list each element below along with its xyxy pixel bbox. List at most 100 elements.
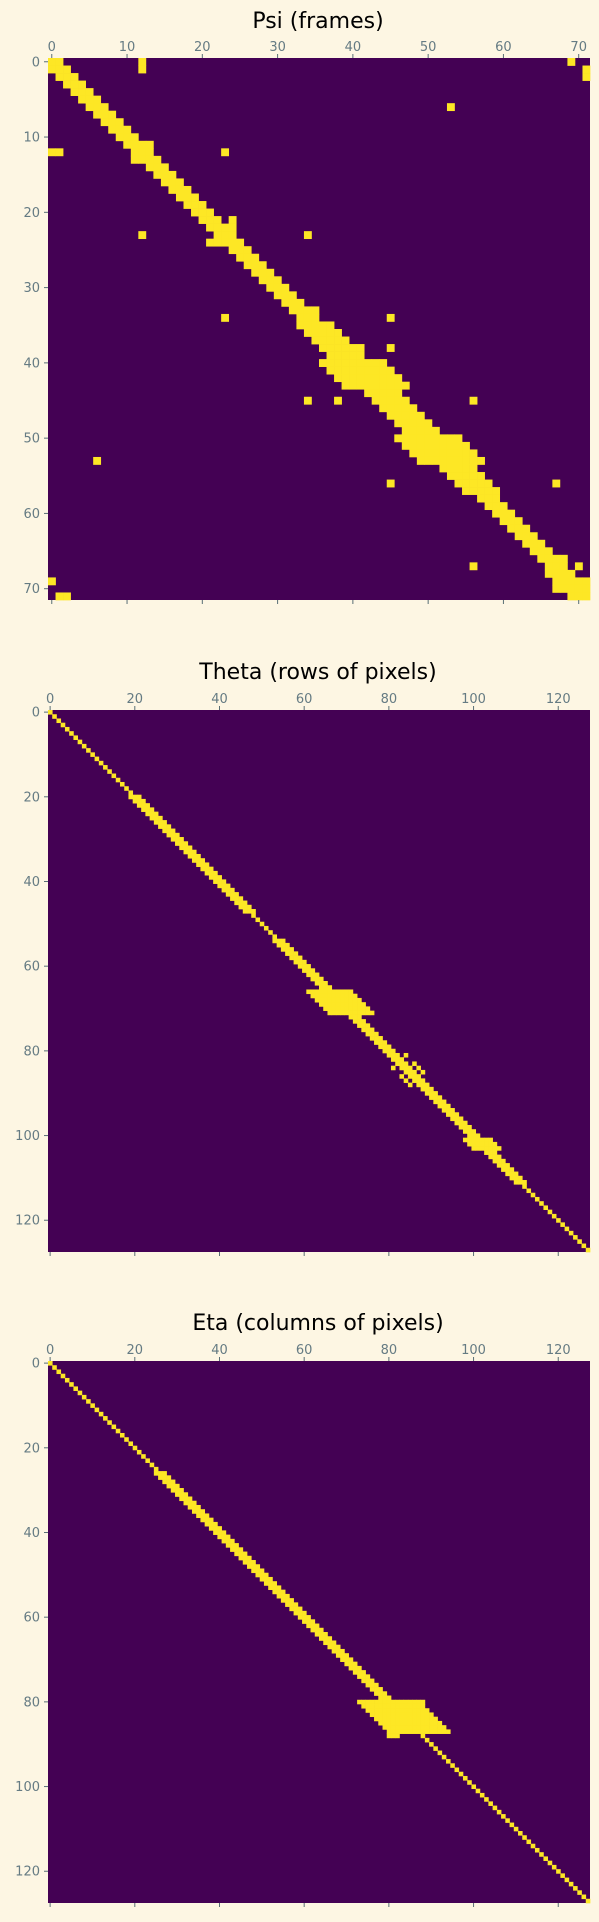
theta-nonzero-cell <box>149 811 155 817</box>
eta-nonzero-cell <box>390 1699 396 1705</box>
theta-nonzero-cell <box>263 925 269 931</box>
psi-nonzero-cell <box>78 95 86 104</box>
psi-nonzero-cell <box>115 133 124 142</box>
eta-nonzero-cell <box>382 1725 388 1730</box>
psi-nonzero-cell <box>379 389 388 398</box>
psi-nonzero-cell <box>183 185 192 194</box>
psi-nonzero-cell <box>394 396 403 405</box>
theta-nonzero-cell <box>200 862 206 868</box>
psi-x-tick-label: 40 <box>345 40 362 55</box>
psi-nonzero-cell <box>559 584 568 593</box>
theta-nonzero-cell <box>429 1086 434 1092</box>
eta-nonzero-cell <box>149 1462 155 1468</box>
psi-nonzero-cell <box>303 396 312 405</box>
psi-nonzero-cell <box>108 125 117 134</box>
psi-x-tick-label: 70 <box>570 40 587 55</box>
eta-nonzero-cell <box>124 1437 129 1442</box>
eta-nonzero-cell <box>323 1632 328 1637</box>
psi-nonzero-cell <box>379 359 388 367</box>
theta-nonzero-cell <box>420 1086 426 1092</box>
theta-nonzero-cell <box>496 1154 502 1160</box>
theta-nonzero-cell <box>454 1116 460 1122</box>
eta-nonzero-cell <box>158 1471 163 1476</box>
theta-nonzero-cell <box>98 760 104 766</box>
psi-nonzero-cell <box>529 532 538 541</box>
theta-nonzero-cell <box>475 1146 481 1151</box>
theta-nonzero-cell <box>323 981 328 986</box>
eta-nonzero-cell <box>530 1843 536 1849</box>
eta-y-tick-label: 40 <box>23 1526 40 1541</box>
psi-nonzero-cell <box>386 366 395 375</box>
theta-nonzero-cell <box>166 832 172 838</box>
psi-nonzero-cell <box>138 58 147 66</box>
theta-nonzero-cell <box>319 997 324 1003</box>
theta-nonzero-cell <box>128 790 134 796</box>
eta-nonzero-cell <box>255 1564 261 1569</box>
theta-nonzero-cell <box>357 1002 362 1007</box>
theta-nonzero-cell <box>496 1158 502 1164</box>
psi-nonzero-cell <box>356 351 365 360</box>
theta-nonzero-cell <box>335 1006 341 1011</box>
theta-nonzero-cell <box>344 1010 349 1016</box>
eta-x-tick-label: 0 <box>46 1343 54 1358</box>
psi-nonzero-cell <box>454 479 463 488</box>
eta-nonzero-cell <box>238 1551 244 1557</box>
eta-nonzero-cell <box>196 1504 201 1510</box>
theta-nonzero-cell <box>467 1124 472 1130</box>
psi-nonzero-cell <box>454 441 463 450</box>
eta-nonzero-cell <box>357 1670 362 1675</box>
psi-nonzero-cell <box>349 359 357 367</box>
eta-nonzero-cell <box>390 1703 396 1709</box>
theta-nonzero-cell <box>238 900 244 906</box>
eta-nonzero-cell <box>395 1720 400 1726</box>
eta-nonzero-cell <box>479 1792 485 1798</box>
eta-nonzero-cell <box>314 1623 320 1629</box>
theta-nonzero-cell <box>225 887 231 893</box>
theta-nonzero-cell <box>344 997 349 1003</box>
theta-nonzero-cell <box>365 1006 371 1011</box>
psi-nonzero-cell <box>258 268 267 277</box>
psi-nonzero-cell <box>70 88 79 96</box>
eta-nonzero-cell <box>403 1699 409 1705</box>
eta-nonzero-cell <box>357 1699 362 1705</box>
eta-nonzero-cell <box>378 1720 383 1726</box>
eta-nonzero-cell <box>187 1500 193 1506</box>
eta-nonzero-cell <box>314 1632 320 1637</box>
psi-nonzero-cell <box>303 329 312 337</box>
theta-nonzero-cell <box>382 1048 388 1054</box>
eta-nonzero-cell <box>412 1720 417 1726</box>
theta-nonzero-cell <box>94 756 100 762</box>
theta-nonzero-cell <box>441 1108 447 1113</box>
theta-nonzero-cell <box>424 1082 430 1088</box>
theta-nonzero-cell <box>467 1133 472 1139</box>
theta-nonzero-cell <box>179 845 184 851</box>
eta-nonzero-cell <box>242 1560 248 1565</box>
psi-nonzero-cell <box>236 238 245 247</box>
theta-nonzero-cell <box>64 726 70 732</box>
psi-nonzero-cell <box>477 456 485 465</box>
eta-nonzero-cell <box>263 1572 269 1578</box>
psi-nonzero-cell <box>273 276 282 285</box>
psi-nonzero-cell <box>78 80 86 89</box>
eta-nonzero-cell <box>399 1716 405 1722</box>
theta-nonzero-cell <box>170 832 176 838</box>
eta-x-tick-label: 120 <box>546 1343 571 1358</box>
psi-nonzero-cell <box>469 562 478 571</box>
psi-nonzero-cell <box>100 110 109 119</box>
theta-nonzero-cell <box>458 1116 464 1122</box>
eta-nonzero-cell <box>386 1716 392 1722</box>
psi-nonzero-cell <box>544 569 553 578</box>
eta-nonzero-cell <box>179 1496 184 1502</box>
psi-nonzero-cell <box>446 456 455 465</box>
psi-x-tick-label: 0 <box>48 40 56 55</box>
eta-nonzero-cell <box>107 1420 112 1425</box>
eta-nonzero-cell <box>141 1454 146 1459</box>
theta-nonzero-cell <box>361 1010 366 1016</box>
eta-nonzero-cell <box>522 1835 527 1840</box>
eta-nonzero-cell <box>369 1678 375 1684</box>
psi-nonzero-cell <box>334 374 342 383</box>
eta-nonzero-cell <box>98 1411 104 1417</box>
eta-nonzero-cell <box>340 1653 345 1658</box>
psi-nonzero-cell <box>469 449 478 458</box>
psi-nonzero-cell <box>160 163 169 172</box>
